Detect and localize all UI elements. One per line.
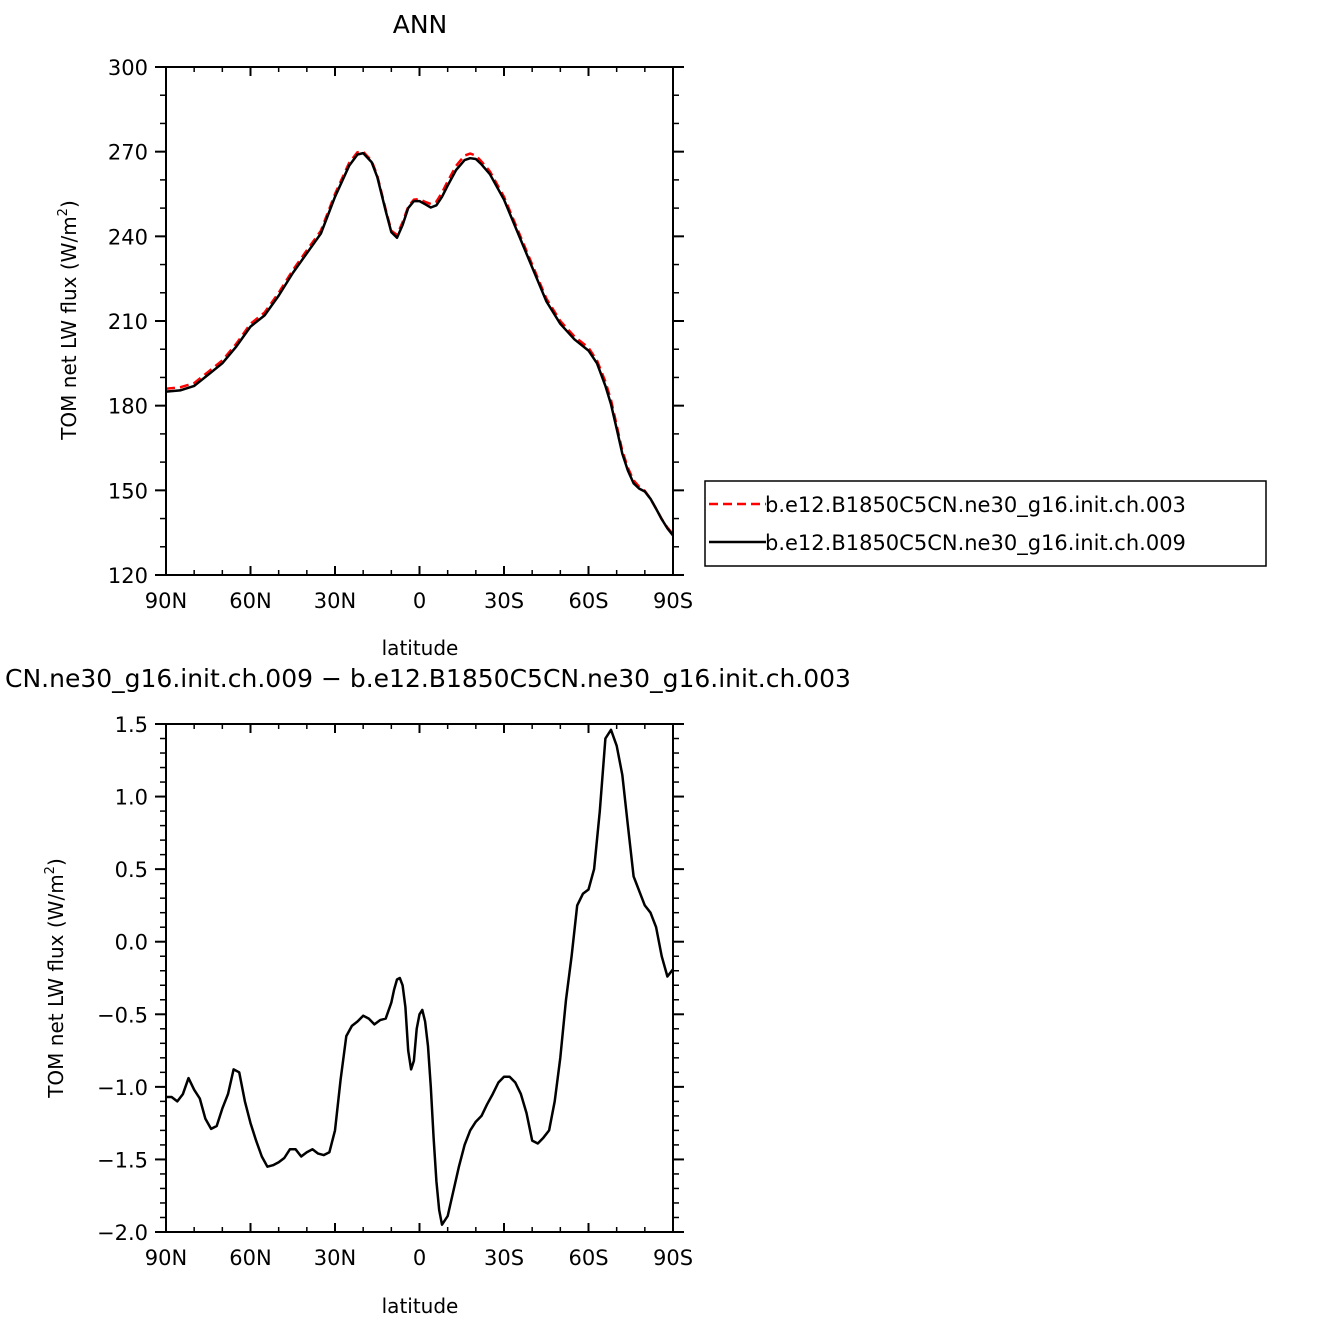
top-x-tick-label: 30N	[314, 589, 356, 613]
top-y-tick-label: 180	[108, 395, 148, 419]
top-plot-frame	[165, 66, 674, 576]
legend-box	[704, 480, 1267, 567]
top-x-tick-label: 30S	[484, 589, 524, 613]
top-y-tick-label: 270	[108, 141, 148, 165]
bottom-y-tick-label: −0.5	[97, 1003, 148, 1027]
top-x-tick-label: 90S	[653, 589, 693, 613]
bottom-y-tick-label: 0.5	[115, 858, 148, 882]
bottom-y-tick-label: −2.0	[97, 1221, 148, 1245]
top-y-tick-label: 300	[108, 56, 148, 80]
bottom-chart-title: CN.ne30_g16.init.ch.009 − b.e12.B1850C5C…	[5, 664, 851, 693]
bottom-y-tick-label: −1.5	[97, 1148, 148, 1172]
top-plot-area: 90N 60N 30N 0 30S 60S 90S 120 150 180 210 240 270 300	[108, 56, 693, 613]
top-x-tick-label: 60S	[568, 589, 608, 613]
top-chart-title: ANN	[393, 10, 448, 39]
top-x-tick-label: 60N	[229, 589, 271, 613]
bottom-series-line-1	[166, 728, 674, 1226]
bottom-x-tick-label: 60N	[229, 1246, 271, 1270]
top-y-tick-label: 210	[108, 310, 148, 334]
bottom-x-tick-label: 90S	[653, 1246, 693, 1270]
top-y-tick-label: 150	[108, 479, 148, 503]
top-x-tick-label: 90N	[145, 589, 187, 613]
bottom-x-tick-label: 90N	[145, 1246, 187, 1270]
bottom-y-tick-label: 0.0	[115, 931, 148, 955]
top-y-tick-label: 120	[108, 564, 148, 588]
bottom-y-axis-label: TOM net LW flux (W/m2)	[43, 858, 68, 1099]
bottom-x-tick-label: 60S	[568, 1246, 608, 1270]
legend: b.e12.B1850C5CN.ne30_g16.init.ch.003 b.e…	[704, 480, 1267, 567]
top-series-line-2	[165, 151, 674, 537]
top-series-line-1	[165, 150, 674, 535]
top-y-tick-label: 240	[108, 225, 148, 249]
bottom-y-tick-label: −1.0	[97, 1076, 148, 1100]
bottom-x-tick-label: 30N	[314, 1246, 356, 1270]
top-x-tick-label: 0	[413, 589, 426, 613]
bottom-plot-area: 90N 60N 30N 0 30S 60S 90S −2.0 −1.5 −1.0 −0.5 0.0 0.…	[97, 713, 693, 1270]
bottom-y-tick-label: 1.5	[115, 713, 148, 737]
legend-label-003: b.e12.B1850C5CN.ne30_g16.init.ch.003	[765, 493, 1186, 518]
bottom-plot-frame	[165, 723, 674, 1233]
bottom-panel: CN.ne30_g16.init.ch.009 − b.e12.B1850C5C…	[5, 664, 851, 1318]
bottom-y-tick-label: 1.0	[115, 786, 148, 810]
bottom-x-tick-label: 0	[413, 1246, 426, 1270]
legend-label-009: b.e12.B1850C5CN.ne30_g16.init.ch.009	[765, 531, 1186, 556]
bottom-x-axis-label: latitude	[382, 1294, 459, 1318]
bottom-x-tick-label: 30S	[484, 1246, 524, 1270]
top-y-axis-label: TOM net LW flux (W/m2)	[56, 200, 81, 441]
top-panel: ANN 90N 60N 30N 0 30S 60S 90S 120 150 180 210 240 27…	[56, 10, 693, 660]
top-x-axis-label: latitude	[382, 636, 459, 660]
